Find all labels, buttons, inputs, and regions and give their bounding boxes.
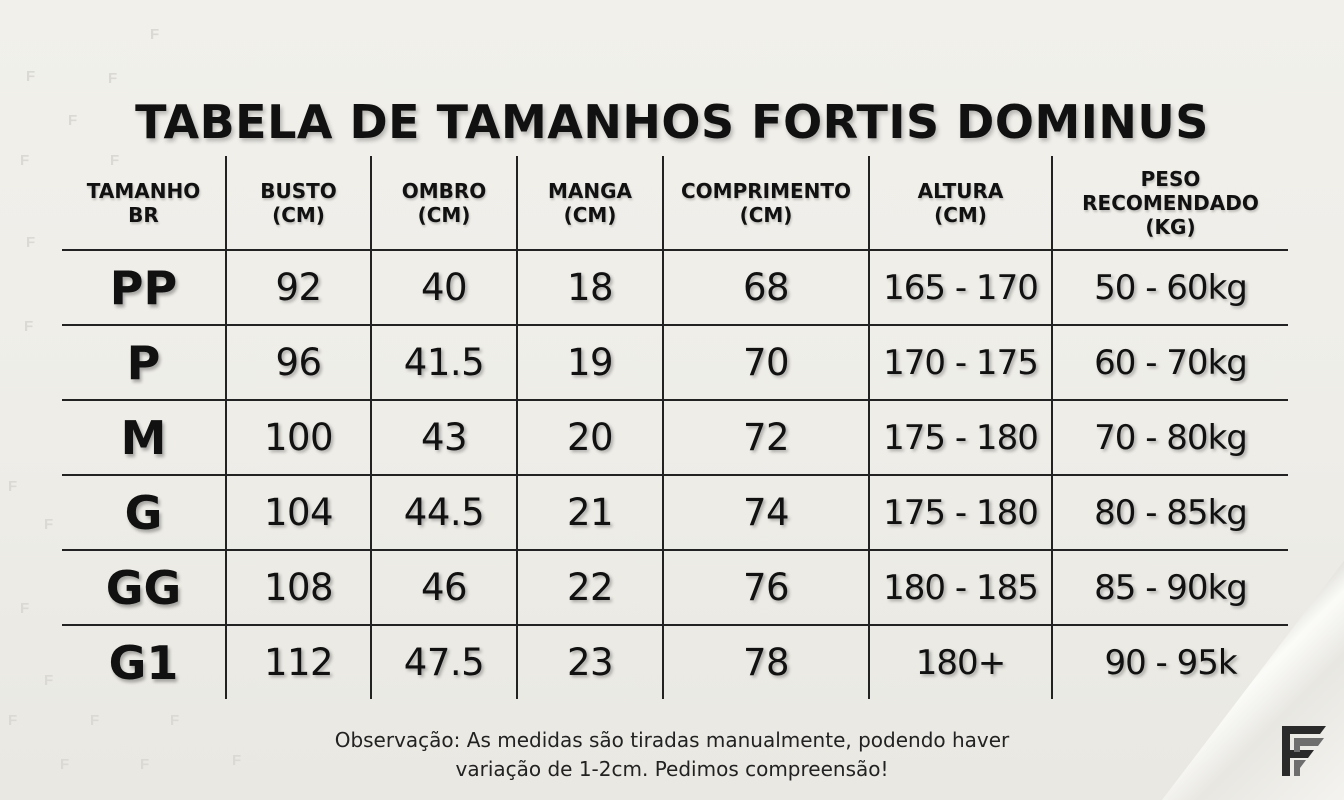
length-cell: 70 — [663, 325, 870, 401]
weight-cell: 50 - 60kg — [1052, 250, 1288, 326]
brand-logo-icon — [1276, 722, 1332, 780]
weight-cell: 60 - 70kg — [1052, 325, 1288, 401]
length-cell: 76 — [663, 550, 870, 626]
sleeve-cell: 20 — [517, 400, 664, 476]
table-row: G1 112 47.5 23 78 180+ 90 - 95k — [62, 625, 1288, 699]
shoulder-cell: 41.5 — [371, 325, 518, 401]
note-line-2: variação de 1-2cm. Pedimos compreensão! — [455, 757, 889, 781]
header-height: ALTURA (CM) — [869, 156, 1053, 251]
weight-cell: 85 - 90kg — [1052, 550, 1288, 626]
background-mark: F — [108, 70, 118, 87]
table-header-row: TAMANHO BR BUSTO (CM) OMBRO (CM) MANGA (… — [62, 156, 1288, 251]
size-cell: P — [62, 325, 227, 401]
bust-cell: 100 — [226, 400, 372, 476]
weight-cell: 70 - 80kg — [1052, 400, 1288, 476]
sleeve-cell: 19 — [517, 325, 664, 401]
table-row: PP 92 40 18 68 165 - 170 50 - 60kg — [62, 250, 1288, 326]
weight-cell: 90 - 95k — [1104, 642, 1237, 683]
page-title: TABELA DE TAMANHOS FORTIS DOMINUS — [135, 94, 1209, 149]
height-cell: 175 - 180 — [869, 400, 1053, 476]
height-cell: 170 - 175 — [869, 325, 1053, 401]
shoulder-cell: 47.5 — [371, 625, 518, 699]
size-cell: GG — [62, 550, 227, 626]
height-cell: 180+ — [869, 625, 1053, 699]
height-cell: 180 - 185 — [869, 550, 1053, 626]
sleeve-cell: 21 — [517, 475, 664, 551]
background-mark: F — [150, 26, 160, 43]
background-mark: F — [44, 516, 54, 533]
note-line-1: Observação: As medidas são tiradas manua… — [334, 728, 1010, 752]
header-size: TAMANHO BR — [62, 156, 227, 251]
shoulder-cell: 40 — [371, 250, 518, 326]
table-row: M 100 43 20 72 175 - 180 70 - 80kg — [62, 400, 1288, 476]
length-cell: 74 — [663, 475, 870, 551]
background-mark: F — [20, 600, 30, 617]
length-cell: 72 — [663, 400, 870, 476]
sleeve-cell: 18 — [517, 250, 664, 326]
header-shoulder: OMBRO (CM) — [371, 156, 518, 251]
header-weight: PESO RECOMENDADO (KG) — [1052, 156, 1288, 251]
weight-cell: 80 - 85kg — [1052, 475, 1288, 551]
background-mark: F — [44, 672, 54, 689]
header-sleeve: MANGA (CM) — [517, 156, 664, 251]
measurement-note: Observação: As medidas são tiradas manua… — [0, 726, 1344, 784]
bust-cell: 92 — [226, 250, 372, 326]
bust-cell: 108 — [226, 550, 372, 626]
bust-cell: 104 — [226, 475, 372, 551]
length-cell: 68 — [663, 250, 870, 326]
table-row: GG 108 46 22 76 180 - 185 85 - 90kg — [62, 550, 1288, 626]
table-row: P 96 41.5 19 70 170 - 175 60 - 70kg — [62, 325, 1288, 401]
bust-cell: 96 — [226, 325, 372, 401]
ff-logo-icon — [1282, 726, 1326, 776]
table-row: G 104 44.5 21 74 175 - 180 80 - 85kg — [62, 475, 1288, 551]
bust-cell: 112 — [226, 625, 372, 699]
size-cell: G1 — [62, 625, 227, 699]
height-cell: 165 - 170 — [869, 250, 1053, 326]
shoulder-cell: 44.5 — [371, 475, 518, 551]
height-cell: 175 - 180 — [869, 475, 1053, 551]
sleeve-cell: 23 — [517, 625, 664, 699]
size-cell: M — [62, 400, 227, 476]
size-cell: G — [62, 475, 227, 551]
header-bust: BUSTO (CM) — [226, 156, 372, 251]
sleeve-cell: 22 — [517, 550, 664, 626]
background-mark: F — [24, 318, 34, 335]
background-mark: F — [26, 234, 36, 251]
shoulder-cell: 43 — [371, 400, 518, 476]
header-length: COMPRIMENTO (CM) — [663, 156, 870, 251]
length-cell: 78 — [663, 625, 870, 699]
size-table: TAMANHO BR BUSTO (CM) OMBRO (CM) MANGA (… — [62, 156, 1288, 699]
shoulder-cell: 46 — [371, 550, 518, 626]
background-mark: F — [8, 478, 18, 495]
size-cell: PP — [62, 250, 227, 326]
background-mark: F — [20, 152, 30, 169]
background-mark: F — [26, 68, 36, 85]
